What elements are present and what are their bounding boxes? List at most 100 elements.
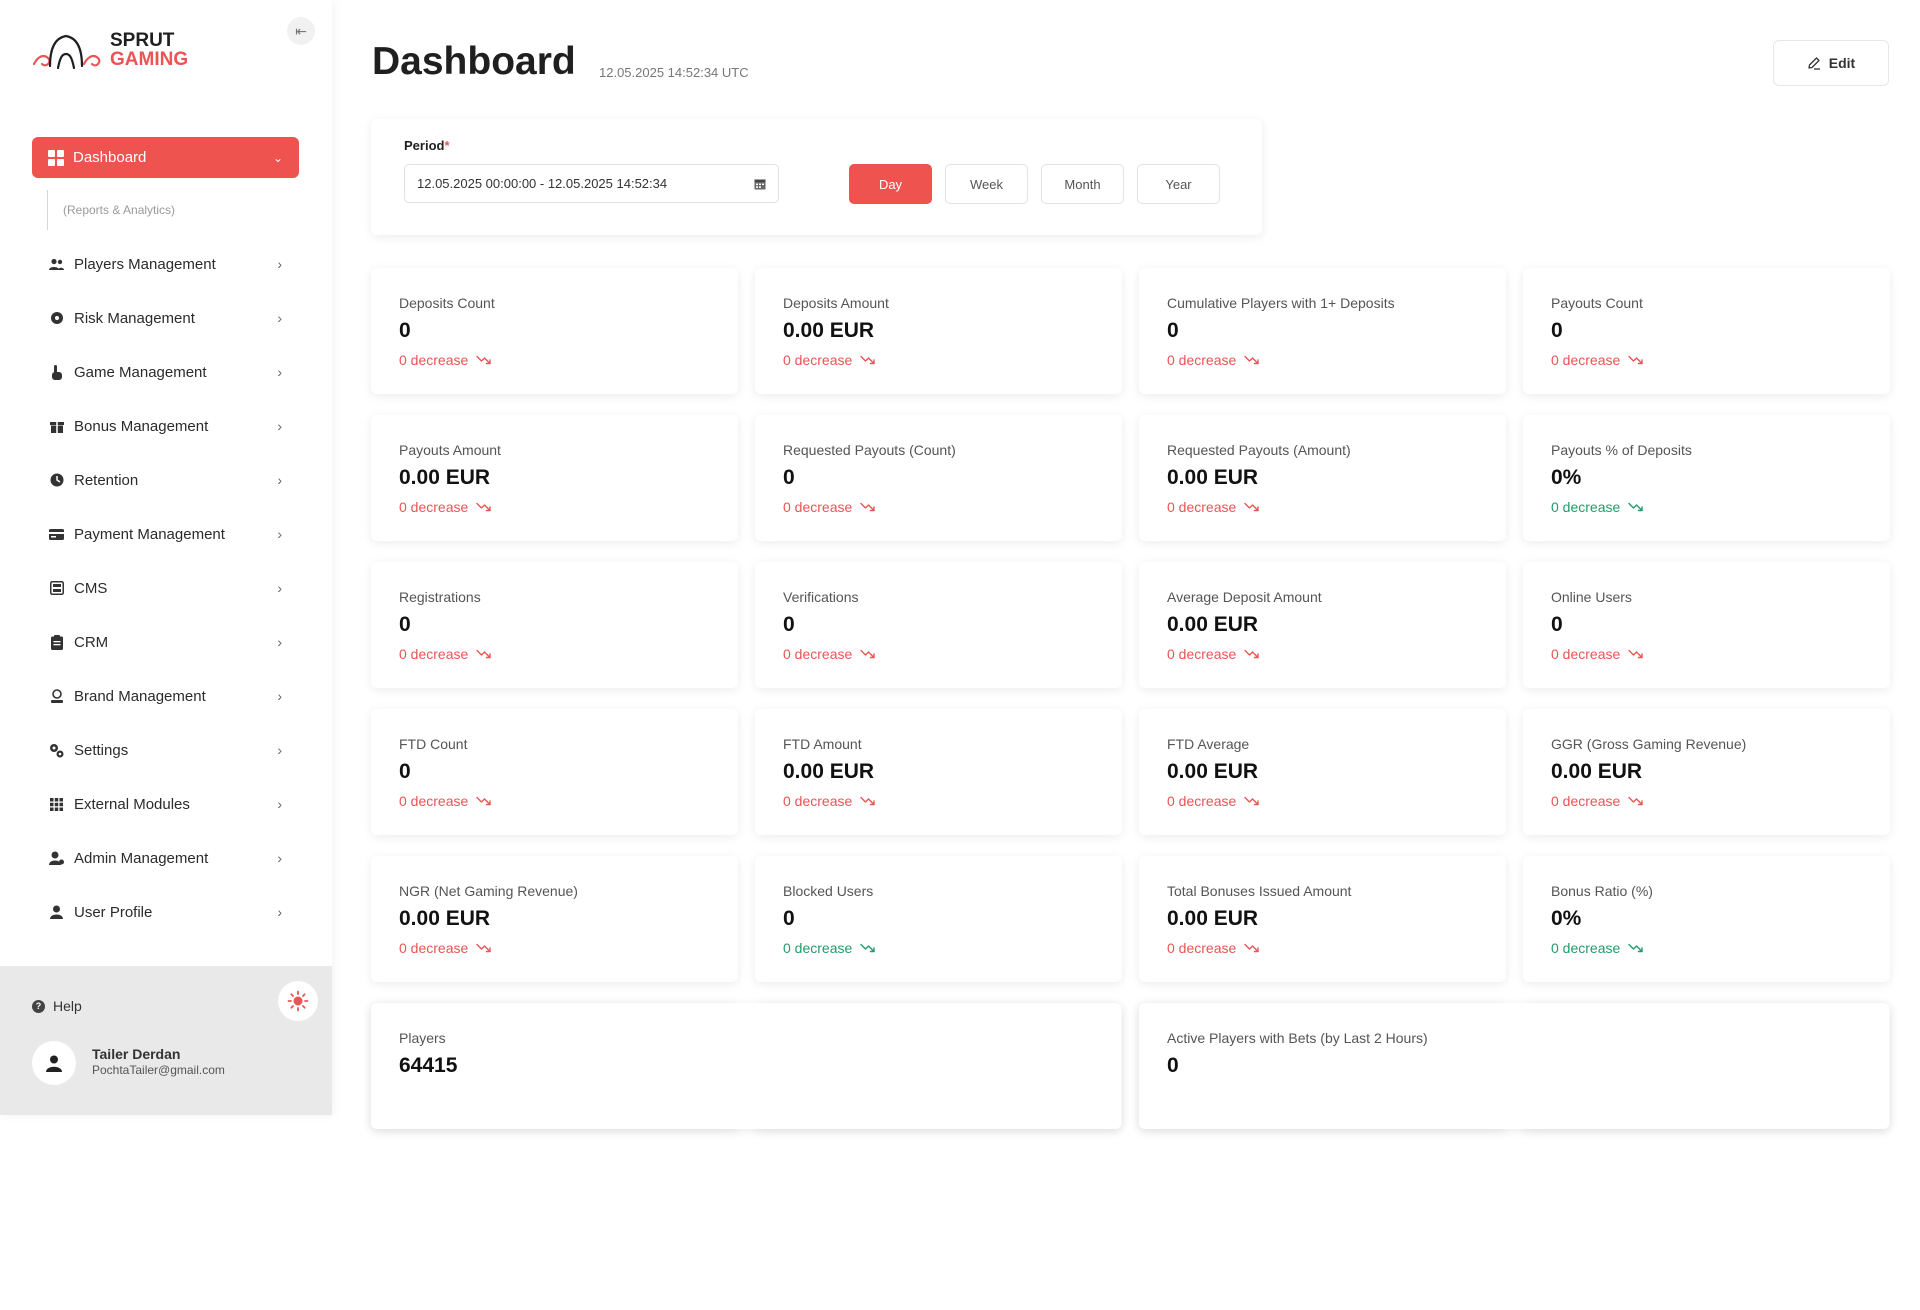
sidebar-item-players-management[interactable]: Players Management ›	[32, 237, 299, 291]
trend-down-icon	[1244, 796, 1260, 806]
trend-down-icon	[476, 355, 492, 365]
sidebar-item-settings[interactable]: Settings ›	[32, 723, 299, 777]
stat-card: Total Bonuses Issued Amount 0.00 EUR 0 dec…	[1139, 856, 1506, 982]
stat-change: 0 decrease	[783, 940, 876, 956]
stat-change: 0 decrease	[399, 940, 492, 956]
stat-change: 0 decrease	[1167, 352, 1260, 368]
sidebar-item-risk-management[interactable]: Risk Management ›	[32, 291, 299, 345]
stat-card: Average Deposit Amount 0.00 EUR 0 decrease	[1139, 562, 1506, 688]
stat-change-text: 0 decrease	[399, 940, 469, 956]
chevron-right-icon: ›	[277, 634, 282, 650]
credit-card-icon	[49, 527, 64, 542]
collapse-sidebar-button[interactable]: ⇤	[287, 17, 315, 45]
sidebar-item-user-profile[interactable]: User Profile ›	[32, 885, 299, 939]
stat-change-text: 0 decrease	[783, 793, 853, 809]
period-label: Period*	[404, 138, 450, 153]
stat-change-text: 0 decrease	[783, 646, 853, 662]
sidebar-item-label: Risk Management	[74, 309, 195, 327]
stat-change-text: 0 decrease	[1167, 940, 1237, 956]
theme-toggle-button[interactable]	[278, 981, 318, 1021]
stat-label: Verifications	[783, 589, 859, 605]
stat-card-wide: Active Players with Bets (by Last 2 Hour…	[1139, 1003, 1889, 1129]
required-mark: *	[444, 138, 450, 153]
stat-card: Requested Payouts (Count) 0 0 decrease	[755, 415, 1122, 541]
stat-change-text: 0 decrease	[1167, 646, 1237, 662]
sidebar-item-label: Retention	[74, 471, 139, 489]
gift-icon	[49, 419, 64, 434]
stat-card: Online Users 0 0 decrease	[1523, 562, 1890, 688]
period-year-button[interactable]: Year	[1137, 164, 1220, 204]
stat-card: Blocked Users 0 0 decrease	[755, 856, 1122, 982]
stat-change-text: 0 decrease	[783, 940, 853, 956]
sidebar-item-label: Payment Management	[74, 525, 225, 543]
sidebar-subitem-reports[interactable]: (Reports & Analytics)	[47, 190, 175, 230]
stat-change: 0 decrease	[783, 646, 876, 662]
date-range-value: 12.05.2025 00:00:00 - 12.05.2025 14:52:3…	[417, 176, 668, 191]
sidebar-item-cms[interactable]: CMS ›	[32, 561, 299, 615]
stat-label: Payouts Count	[1551, 295, 1643, 311]
sidebar-item-payment-management[interactable]: Payment Management ›	[32, 507, 299, 561]
stat-change: 0 decrease	[399, 352, 492, 368]
avatar[interactable]	[32, 1041, 76, 1085]
sidebar-item-brand-management[interactable]: Brand Management ›	[32, 669, 299, 723]
sidebar-item-label: External Modules	[74, 795, 190, 813]
grid-icon	[49, 797, 64, 812]
stat-change-text: 0 decrease	[399, 793, 469, 809]
octopus-logo-icon	[32, 34, 101, 70]
help-link[interactable]: ? Help	[32, 998, 82, 1014]
stat-change: 0 decrease	[399, 646, 492, 662]
sidebar-item-retention[interactable]: Retention ›	[32, 453, 299, 507]
stat-label: Average Deposit Amount	[1167, 589, 1322, 605]
user-avatar-icon	[46, 1055, 62, 1072]
sidebar-item-crm[interactable]: CRM ›	[32, 615, 299, 669]
edit-button[interactable]: Edit	[1773, 40, 1889, 86]
stat-card-wide: Players 64415	[371, 1003, 1121, 1129]
collapse-left-icon: ⇤	[295, 22, 307, 39]
stat-value: 0.00 EUR	[399, 466, 491, 489]
sidebar-item-game-management[interactable]: Game Management ›	[32, 345, 299, 399]
chevron-right-icon: ›	[277, 256, 282, 272]
sidebar-item-dashboard[interactable]: Dashboard ⌄	[32, 137, 299, 178]
stat-value: 0.00 EUR	[783, 760, 875, 783]
sidebar-item-external-modules[interactable]: External Modules ›	[32, 777, 299, 831]
stat-label: Requested Payouts (Count)	[783, 442, 956, 458]
period-month-button[interactable]: Month	[1041, 164, 1124, 204]
stat-value: 0.00 EUR	[1167, 907, 1259, 930]
stat-card: Deposits Count 0 0 decrease	[371, 268, 738, 394]
stat-value: 0	[783, 466, 795, 489]
sidebar-item-bonus-management[interactable]: Bonus Management ›	[32, 399, 299, 453]
stat-value: 0	[1551, 613, 1563, 636]
sidebar-item-label: Brand Management	[74, 687, 206, 705]
stat-change-text: 0 decrease	[1551, 499, 1621, 515]
brand-logo[interactable]: SPRUT GAMING	[30, 28, 188, 72]
trend-down-icon	[476, 649, 492, 659]
period-day-button[interactable]: Day	[849, 164, 932, 204]
stat-change-text: 0 decrease	[1551, 793, 1621, 809]
stat-card: Registrations 0 0 decrease	[371, 562, 738, 688]
stat-change: 0 decrease	[1167, 499, 1260, 515]
trend-down-icon	[1244, 649, 1260, 659]
page-timestamp: 12.05.2025 14:52:34 UTC	[599, 65, 749, 80]
sidebar-item-label: Admin Management	[74, 849, 209, 867]
trend-down-icon	[860, 649, 876, 659]
trend-down-icon	[1244, 355, 1260, 365]
sidebar-item-admin-management[interactable]: Admin Management ›	[32, 831, 299, 885]
period-week-button[interactable]: Week	[945, 164, 1028, 204]
date-range-input[interactable]: 12.05.2025 00:00:00 - 12.05.2025 14:52:3…	[404, 164, 779, 203]
stat-value: 0	[399, 613, 411, 636]
stat-label: Players	[399, 1030, 446, 1046]
chevron-right-icon: ›	[277, 796, 282, 812]
sidebar-subitem-label: (Reports & Analytics)	[63, 203, 176, 217]
stat-change: 0 decrease	[1551, 940, 1644, 956]
stat-card: Deposits Amount 0.00 EUR 0 decrease	[755, 268, 1122, 394]
stat-change-text: 0 decrease	[1551, 940, 1621, 956]
stat-change: 0 decrease	[1551, 793, 1644, 809]
stat-change: 0 decrease	[783, 499, 876, 515]
stat-value: 0	[783, 907, 795, 930]
help-label: Help	[53, 998, 82, 1014]
calendar-icon	[754, 179, 766, 189]
stat-card: FTD Count 0 0 decrease	[371, 709, 738, 835]
stat-change: 0 decrease	[399, 499, 492, 515]
stat-change-text: 0 decrease	[783, 352, 853, 368]
stat-label: Payouts Amount	[399, 442, 501, 458]
